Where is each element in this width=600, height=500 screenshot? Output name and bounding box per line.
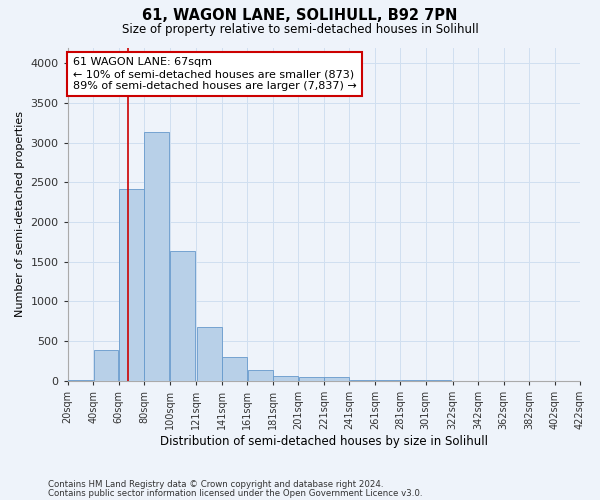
X-axis label: Distribution of semi-detached houses by size in Solihull: Distribution of semi-detached houses by … — [160, 434, 488, 448]
Bar — [222, 357, 247, 380]
Bar — [170, 252, 195, 380]
Bar — [273, 376, 298, 380]
Text: Size of property relative to semi-detached houses in Solihull: Size of property relative to semi-detach… — [122, 22, 478, 36]
Bar — [248, 370, 272, 380]
Text: Contains public sector information licensed under the Open Government Licence v3: Contains public sector information licen… — [48, 490, 422, 498]
Bar — [324, 376, 349, 380]
Bar — [119, 188, 144, 380]
Bar — [94, 350, 118, 380]
Bar — [145, 132, 169, 380]
Text: Contains HM Land Registry data © Crown copyright and database right 2024.: Contains HM Land Registry data © Crown c… — [48, 480, 383, 489]
Bar — [299, 378, 323, 380]
Y-axis label: Number of semi-detached properties: Number of semi-detached properties — [15, 111, 25, 317]
Text: 61, WAGON LANE, SOLIHULL, B92 7PN: 61, WAGON LANE, SOLIHULL, B92 7PN — [142, 8, 458, 23]
Bar — [197, 326, 221, 380]
Text: 61 WAGON LANE: 67sqm
← 10% of semi-detached houses are smaller (873)
89% of semi: 61 WAGON LANE: 67sqm ← 10% of semi-detac… — [73, 58, 356, 90]
